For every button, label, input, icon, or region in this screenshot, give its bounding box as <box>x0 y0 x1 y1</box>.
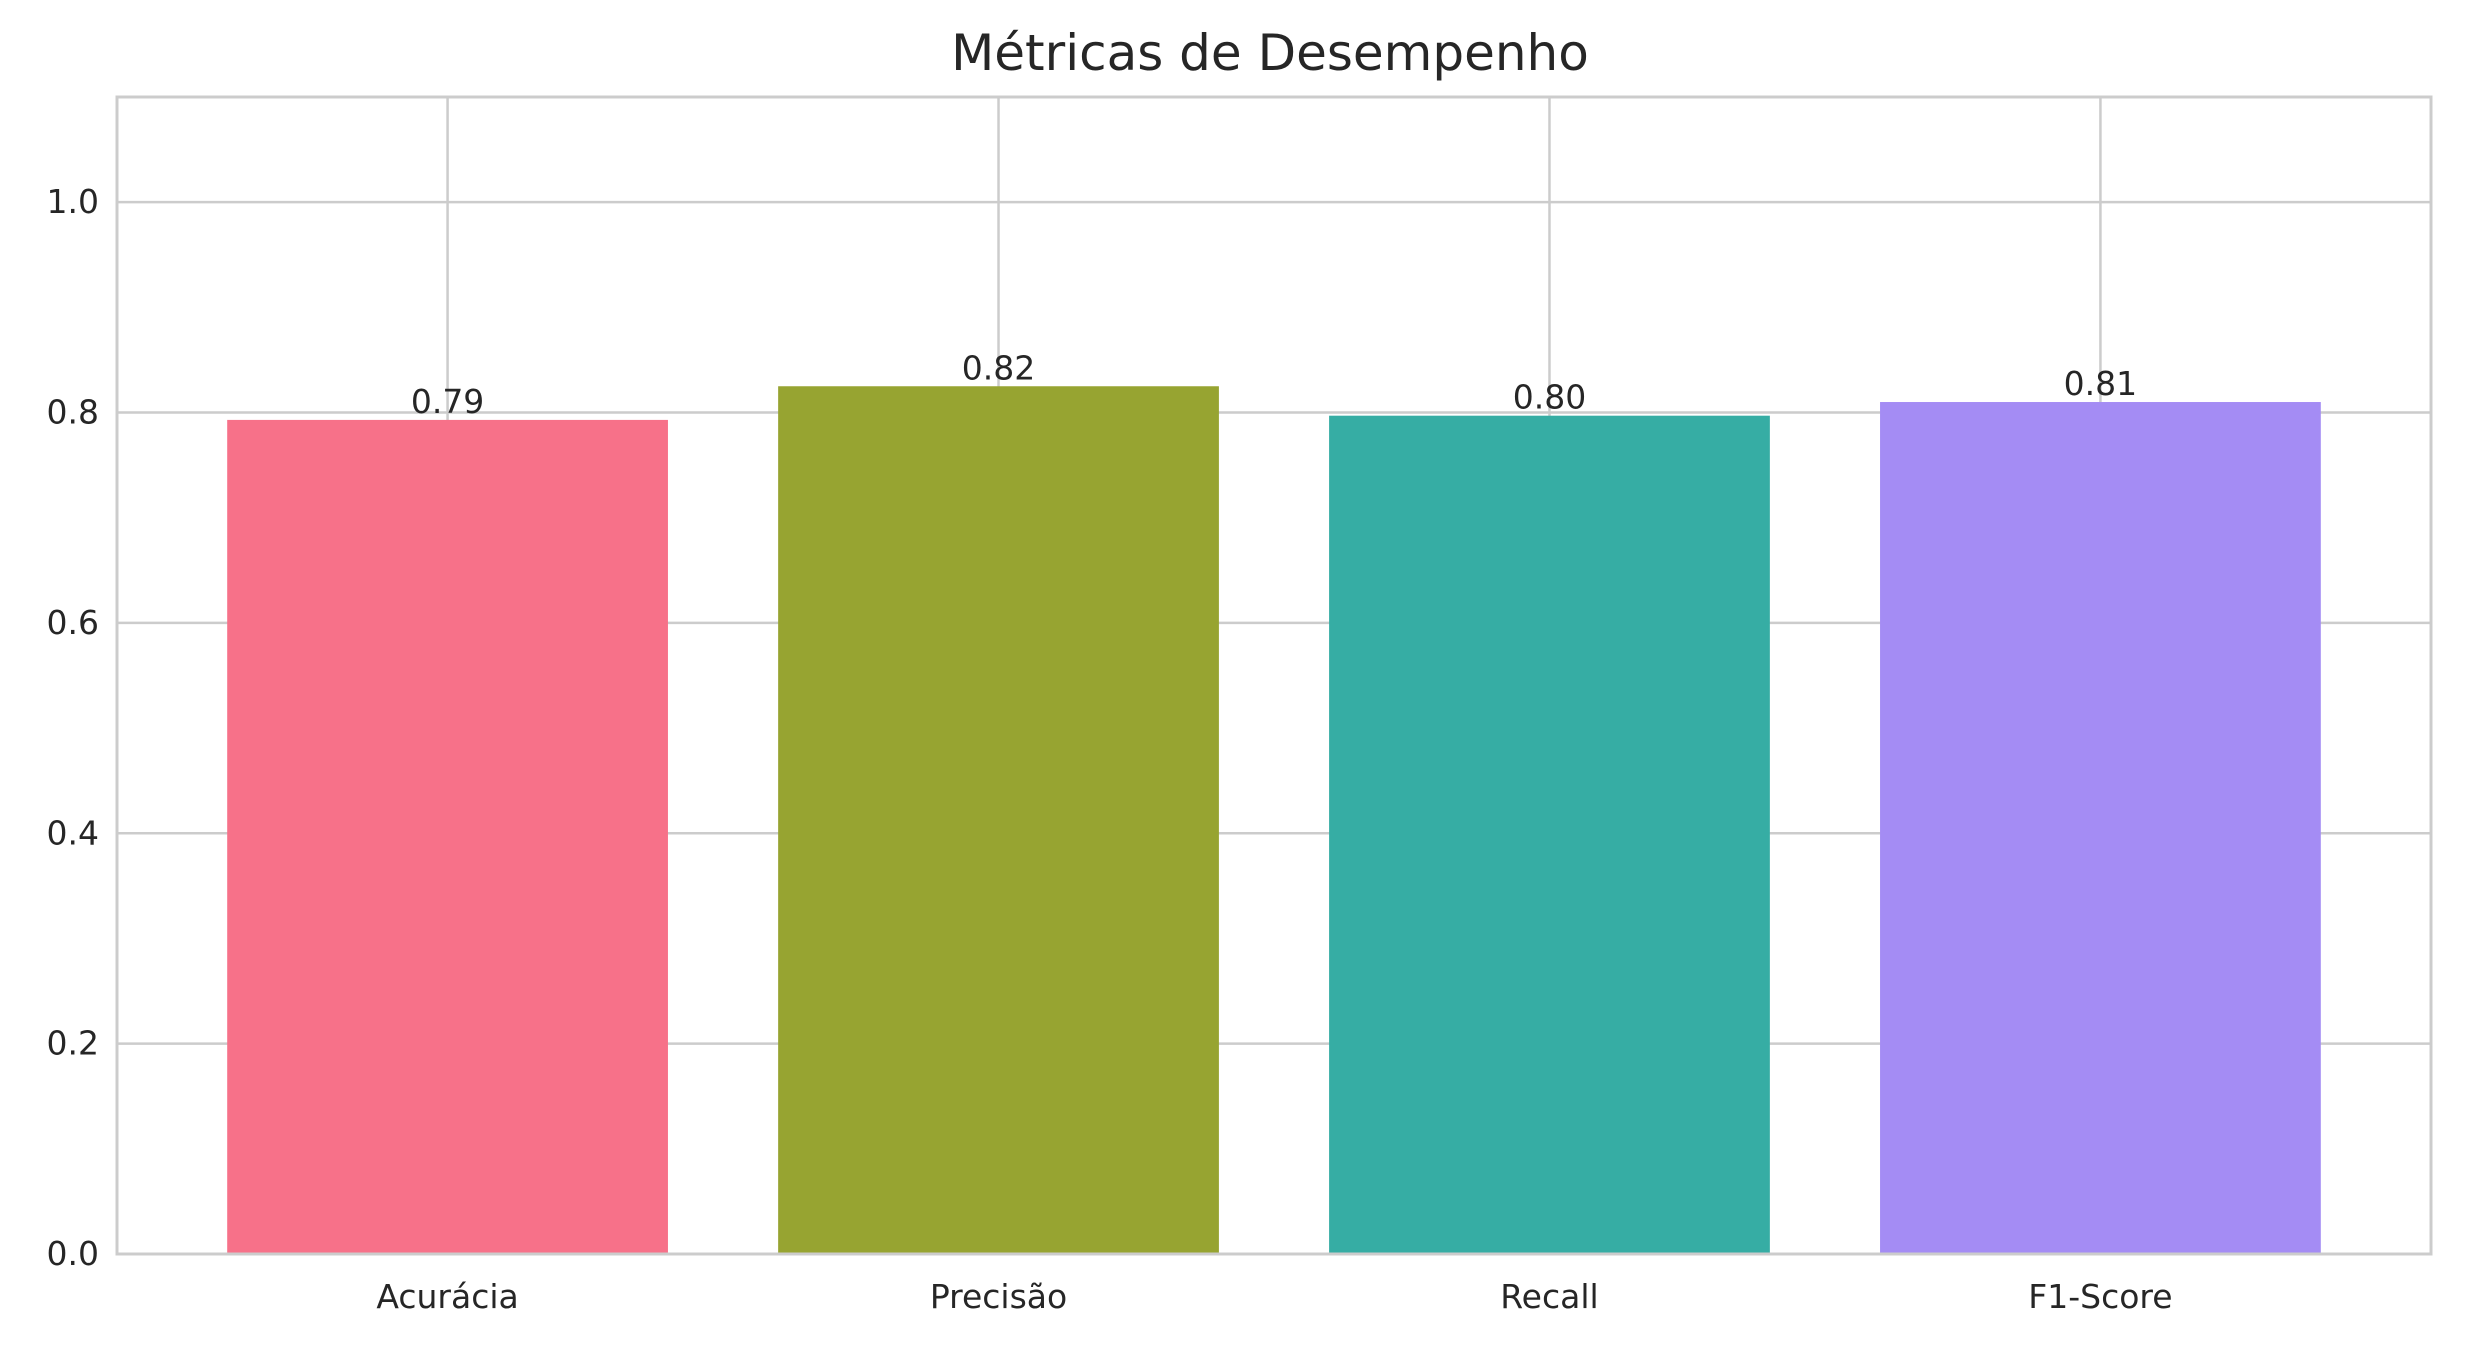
y-tick-label: 0.8 <box>47 393 99 432</box>
x-tick-label: Acurácia <box>376 1277 518 1316</box>
x-axis-ticks: Acurácia Precisão Recall F1-Score <box>376 1277 2172 1316</box>
y-axis-ticks: 0.0 0.2 0.4 0.6 0.8 1.0 <box>47 182 99 1273</box>
y-tick-label: 1.0 <box>47 182 99 221</box>
bar-precis-o <box>778 386 1219 1254</box>
y-tick-label: 0.6 <box>47 603 99 642</box>
bar-recall <box>1329 415 1770 1254</box>
bars <box>227 386 2321 1254</box>
chart-title: Métricas de Desempenho <box>951 24 1589 82</box>
bar-value-label: 0.82 <box>962 348 1035 387</box>
y-tick-label: 0.4 <box>47 813 99 852</box>
plot-frame <box>115 95 2433 1256</box>
bar-f1-score <box>1880 402 2321 1254</box>
y-tick-label: 0.2 <box>47 1024 99 1063</box>
bar-acur-cia <box>227 419 668 1254</box>
x-tick-label: F1-Score <box>2028 1277 2172 1316</box>
y-tick-label: 0.0 <box>47 1234 99 1273</box>
data-labels: 0.79 0.82 0.80 0.81 <box>411 348 2137 421</box>
bar-value-label: 0.81 <box>2064 364 2137 403</box>
bar-value-label: 0.80 <box>1513 378 1586 417</box>
x-tick-label: Precisão <box>930 1277 1067 1316</box>
x-tick-label: Recall <box>1500 1277 1598 1316</box>
bar-value-label: 0.79 <box>411 382 484 421</box>
